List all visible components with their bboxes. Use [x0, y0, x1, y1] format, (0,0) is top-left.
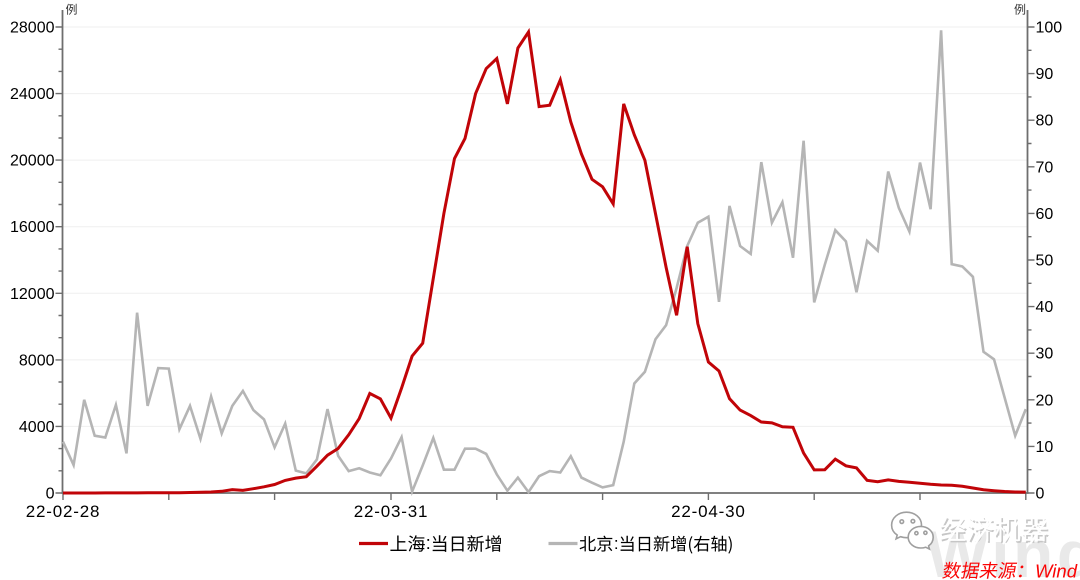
- svg-text:22-04-30: 22-04-30: [671, 502, 745, 521]
- svg-text:80: 80: [1036, 113, 1054, 130]
- svg-text:22-02-28: 22-02-28: [26, 502, 100, 521]
- svg-text:8000: 8000: [19, 352, 55, 369]
- svg-text:12000: 12000: [10, 286, 55, 303]
- svg-text:90: 90: [1036, 66, 1054, 83]
- svg-text:4000: 4000: [19, 419, 55, 436]
- svg-text:100: 100: [1036, 20, 1063, 37]
- svg-text:24000: 24000: [10, 86, 55, 103]
- svg-text:16000: 16000: [10, 219, 55, 236]
- svg-text:30: 30: [1036, 346, 1054, 363]
- svg-text:28000: 28000: [10, 20, 55, 37]
- svg-text:0: 0: [1036, 486, 1045, 503]
- svg-text:40: 40: [1036, 299, 1054, 316]
- svg-text::: :: [426, 533, 431, 553]
- svg-text:60: 60: [1036, 206, 1054, 223]
- svg-text:0: 0: [46, 486, 55, 503]
- svg-text:20: 20: [1036, 392, 1054, 409]
- svg-text:Wind: Wind: [1035, 560, 1078, 580]
- svg-text::: :: [614, 534, 619, 553]
- svg-text:22-03-31: 22-03-31: [354, 502, 428, 521]
- svg-text:70: 70: [1036, 159, 1054, 176]
- svg-text:20000: 20000: [10, 153, 55, 170]
- svg-text:50: 50: [1036, 253, 1054, 270]
- svg-text:10: 10: [1036, 439, 1054, 456]
